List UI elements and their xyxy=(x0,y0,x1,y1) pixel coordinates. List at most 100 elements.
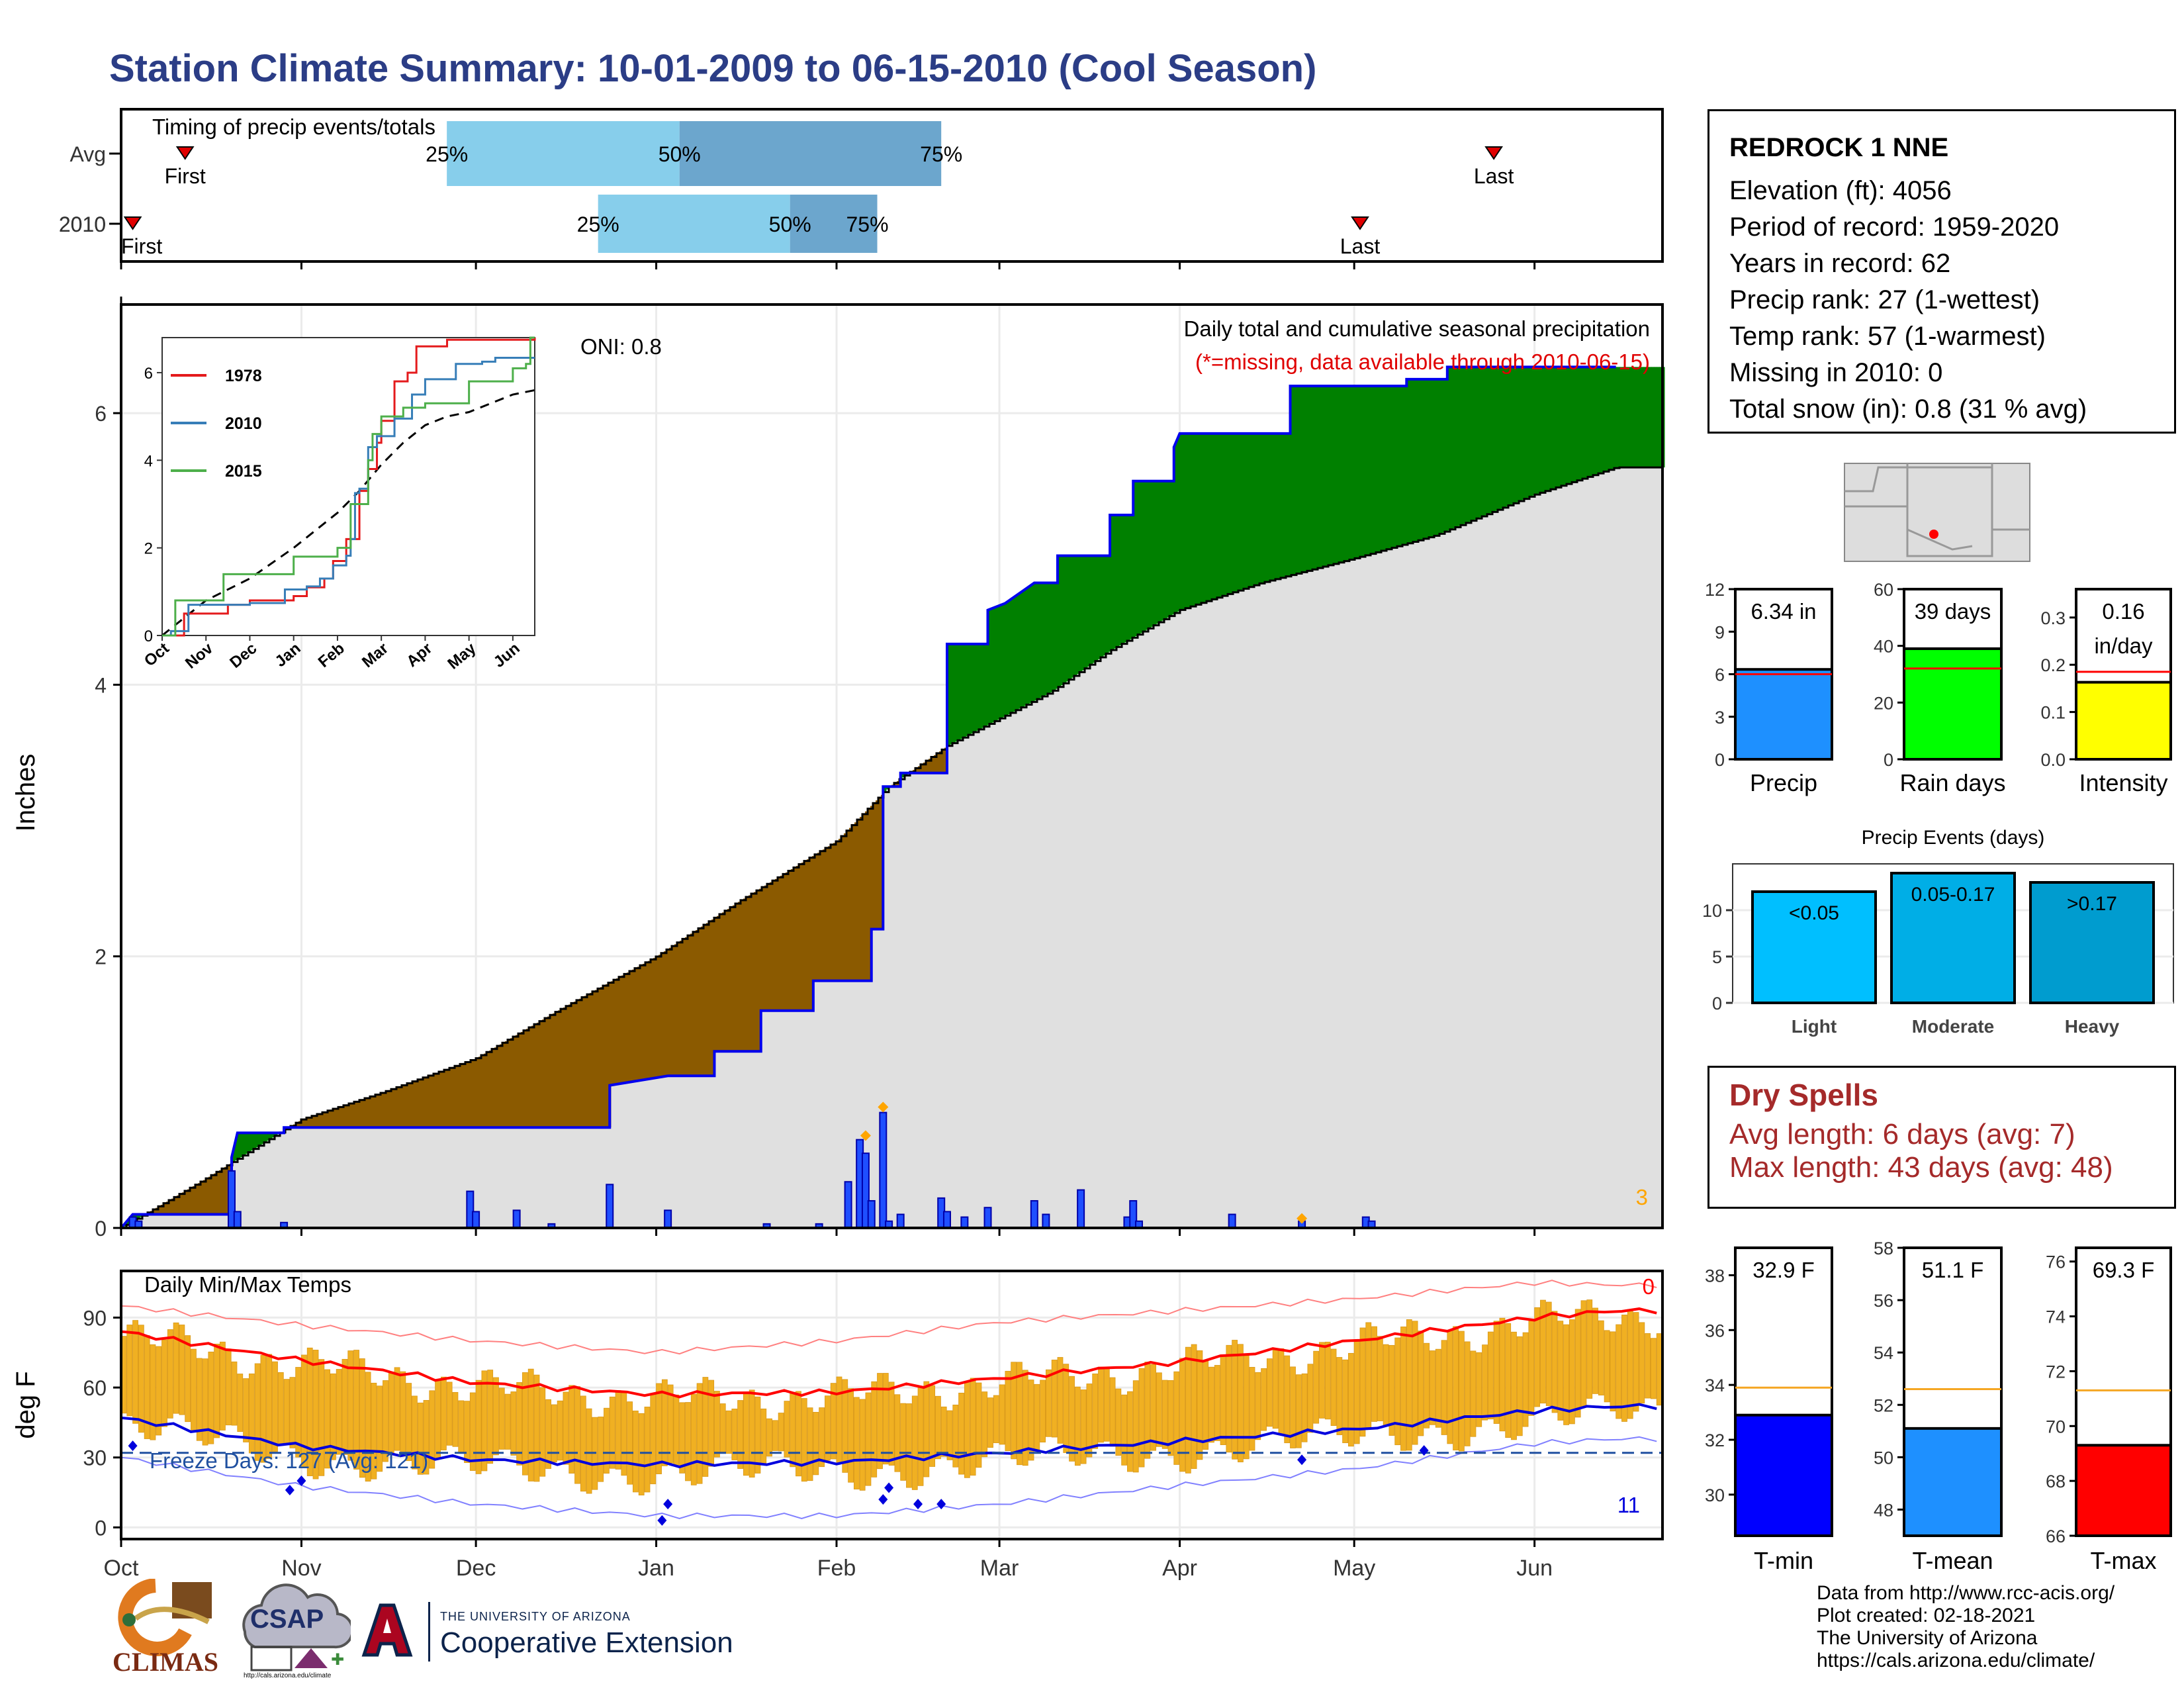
precip-surplus-band xyxy=(1490,367,1493,514)
daily-temp-bar xyxy=(894,1394,901,1472)
avg-min-line xyxy=(120,1403,1657,1469)
daily-temp-bar xyxy=(1092,1373,1099,1449)
precip-surplus-band xyxy=(884,786,887,792)
last-event-marker xyxy=(1351,216,1369,230)
daily-temp-bar xyxy=(1412,1321,1418,1445)
precip-deficit-band xyxy=(817,853,821,981)
precip-surplus-band xyxy=(1609,367,1612,470)
intensity-summary-y-tick-label: 0.1 xyxy=(2040,703,2066,723)
daily-temp-bar xyxy=(1121,1394,1128,1466)
precip-surplus-band xyxy=(974,643,977,732)
precip-surplus-band xyxy=(1508,367,1512,506)
daily-temp-bar xyxy=(1633,1312,1639,1412)
daily-temp-bar xyxy=(1156,1372,1162,1447)
precip-deficit-band xyxy=(733,905,736,1052)
tmin-summary-y-tick-label: 32 xyxy=(1705,1430,1725,1450)
precip-deficit-band xyxy=(486,1052,490,1128)
precip-surplus-band xyxy=(1418,379,1422,541)
precip-deficit-band xyxy=(632,969,635,1082)
precip-deficit-band xyxy=(336,1107,339,1128)
daily-temp-bar xyxy=(1040,1380,1046,1443)
tmax-summary-y-tick-label: 74 xyxy=(2046,1307,2066,1327)
precip-deficit-band xyxy=(775,878,778,1011)
precip-surplus-band xyxy=(1477,367,1480,519)
events-bar xyxy=(1751,890,1877,1004)
precip-deficit-band xyxy=(153,1209,156,1215)
daily-temp-bar xyxy=(1359,1327,1366,1437)
precip-surplus-band xyxy=(1551,367,1554,490)
precip-surplus-band xyxy=(1000,604,1003,719)
climas-logo[interactable]: CLIMAS xyxy=(109,1578,218,1678)
daily-temp-bar xyxy=(842,1379,848,1473)
precip-surplus-band xyxy=(1315,386,1318,569)
precip-deficit-band xyxy=(523,1030,527,1128)
avg-max-line xyxy=(120,1307,1657,1399)
precip-summary-y-tick-label: 3 xyxy=(1715,708,1725,727)
daily-temp-bar xyxy=(946,1410,953,1460)
precip-surplus-band xyxy=(1069,555,1072,680)
rain-days-summary-axis-label: Rain days xyxy=(1899,769,2005,796)
daily-temp-bar xyxy=(1406,1319,1412,1451)
precip-surplus-band xyxy=(1127,514,1130,641)
precip-deficit-band xyxy=(502,1043,506,1128)
precip-surplus-band xyxy=(1265,433,1268,583)
daily-temp-bar xyxy=(719,1403,726,1453)
tmax-summary-bar xyxy=(2075,1444,2172,1537)
precip-surplus-band xyxy=(1053,583,1056,691)
events-bar-label: 0.05-0.17 xyxy=(1911,884,1995,906)
inset-series-line xyxy=(162,356,535,637)
precip-surplus-band xyxy=(1651,367,1655,468)
daily-temp-bar xyxy=(400,1371,406,1454)
climas-emblem-icon xyxy=(118,1578,212,1656)
ua-logo[interactable] xyxy=(361,1599,414,1665)
csap-logo[interactable]: ✚ CSAP http://cals.arizona.edu/climate xyxy=(232,1582,354,1681)
daily-temp-bar xyxy=(796,1391,801,1477)
daily-precip-bar xyxy=(983,1207,992,1229)
precip-surplus-band xyxy=(1580,367,1583,480)
daily-temp-bar xyxy=(987,1397,993,1448)
daily-temp-bar xyxy=(749,1389,755,1477)
precip-deficit-band xyxy=(643,963,646,1080)
events-bar xyxy=(2029,881,2155,1004)
precip-surplus-band xyxy=(1387,386,1390,549)
daily-temp-bar xyxy=(277,1372,284,1446)
daily-temp-bar xyxy=(185,1335,191,1423)
precip-deficit-band xyxy=(383,1092,387,1128)
precip-surplus-band xyxy=(1048,583,1051,694)
timing-row-label: 2010 xyxy=(59,212,106,236)
precip-deficit-band xyxy=(836,841,839,981)
daily-temp-bar xyxy=(1418,1331,1424,1436)
precip-deficit-band xyxy=(921,764,924,773)
precip-surplus-band xyxy=(1042,583,1046,697)
precip-surplus-band xyxy=(1344,386,1347,561)
events-category-label: Heavy xyxy=(2065,1016,2120,1037)
precip-surplus-band xyxy=(1037,583,1040,700)
precip-surplus-band xyxy=(1347,386,1350,561)
daily-precip-bar xyxy=(606,1184,614,1229)
precip-surplus-band xyxy=(1397,386,1400,547)
events-y-tick-label: 0 xyxy=(1712,994,1722,1013)
precip-surplus-band xyxy=(1622,367,1625,468)
precip-surplus-band xyxy=(1416,379,1419,541)
daily-precip-bar xyxy=(233,1211,242,1229)
precip-surplus-band xyxy=(1331,386,1334,565)
daily-temp-bar xyxy=(999,1384,1005,1445)
events-bar-label: <0.05 xyxy=(1789,902,1839,924)
precip-deficit-band xyxy=(309,1117,312,1128)
daily-temp-bar xyxy=(1383,1344,1389,1427)
tmin-summary-value-label: 32.9 F xyxy=(1752,1258,1815,1282)
precip-surplus-band xyxy=(1071,555,1075,678)
daily-temp-bar xyxy=(563,1391,569,1465)
precip-deficit-band xyxy=(828,846,831,981)
precip-surplus-band xyxy=(1045,583,1048,695)
precip-deficit-band xyxy=(433,1073,437,1128)
station-period: Period of record: 1959-2020 xyxy=(1729,212,2060,242)
precip-surplus-band xyxy=(1050,583,1054,692)
precip-surplus-band xyxy=(1056,583,1059,689)
precip-deficit-band xyxy=(624,974,627,1083)
daily-temp-bar xyxy=(1586,1299,1593,1399)
precip-surplus-band xyxy=(960,643,964,739)
precip-surplus-band xyxy=(952,643,956,743)
precip-surplus-band xyxy=(1349,386,1353,560)
precip-surplus-band xyxy=(1161,481,1165,621)
